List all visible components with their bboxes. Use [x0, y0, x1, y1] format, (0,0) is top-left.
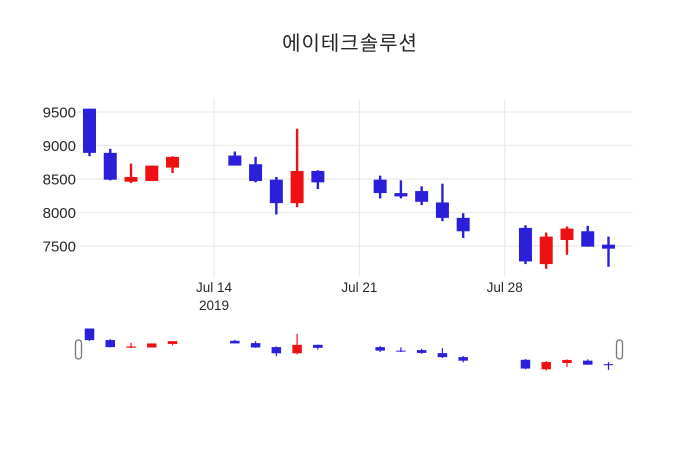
mini-candle-body	[126, 346, 136, 348]
x-tick-label: Jul 28	[487, 280, 523, 295]
candle-body	[249, 164, 263, 182]
candle-body	[581, 231, 595, 247]
mini-candle-body	[292, 344, 302, 354]
candle-body	[518, 227, 532, 262]
candle-body	[560, 228, 574, 240]
y-tick-label: 9500	[43, 105, 76, 122]
mini-candle-body	[603, 364, 614, 366]
mini-candle-body	[562, 359, 572, 363]
candle-body	[435, 202, 449, 218]
mini-candle-body	[520, 359, 531, 369]
rangeslider-left-handle[interactable]	[74, 339, 83, 360]
x-tick-label: Jul 21	[341, 280, 377, 295]
mini-candle-body	[271, 347, 282, 354]
mini-candle-body	[84, 328, 95, 341]
mini-candle-body	[396, 350, 406, 352]
y-tick-label: 7500	[43, 239, 76, 256]
x-tick-label: Jul 14	[196, 280, 233, 295]
y-tick-label: 8000	[43, 205, 76, 222]
mini-candle-body	[416, 350, 427, 353]
candle-body	[166, 156, 180, 168]
rangeslider-right-handle[interactable]	[615, 339, 624, 360]
mini-candle-body	[437, 353, 448, 358]
candle-body	[373, 179, 387, 194]
candle-body	[539, 236, 553, 265]
mini-candle-body	[458, 357, 468, 361]
candle-body	[602, 244, 615, 249]
mini-candle-body	[167, 341, 178, 344]
candle-body	[124, 176, 138, 182]
y-tick-label: 9000	[43, 138, 76, 155]
candle-body	[456, 217, 470, 232]
x-tick-year-label: 2019	[199, 298, 229, 313]
candle-body	[145, 165, 159, 182]
mini-candle-body	[105, 340, 116, 348]
mini-candle-body	[541, 362, 551, 370]
candle-body	[103, 152, 117, 180]
candle-body	[228, 155, 242, 166]
mini-candle-body	[230, 340, 240, 344]
mini-candle-body	[375, 347, 385, 351]
mini-candle-body	[250, 343, 261, 348]
candle-body	[394, 193, 408, 197]
mini-candle-body	[147, 343, 157, 348]
chart-title: 에이테크솔루션	[282, 33, 418, 55]
mini-candle-body	[313, 344, 323, 348]
candle-body	[290, 170, 304, 204]
candle-body	[415, 191, 429, 202]
candle-body	[269, 179, 283, 204]
candle-body	[311, 170, 325, 183]
mini-candle-body	[582, 360, 593, 365]
y-tick-label: 8500	[43, 172, 76, 189]
candle-body	[83, 108, 96, 153]
